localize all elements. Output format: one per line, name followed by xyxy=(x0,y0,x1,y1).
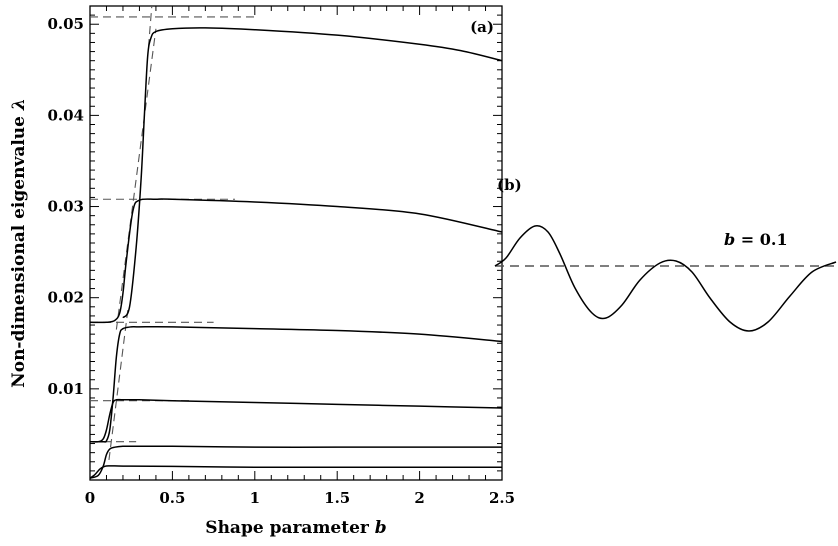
x-tick-label: 2.5 xyxy=(489,489,515,507)
eigenvalue-curve xyxy=(89,398,503,443)
x-tick-label: 2 xyxy=(414,489,424,507)
panel-label-a: (a) xyxy=(470,18,494,36)
y-tick-label: 0.03 xyxy=(47,198,84,216)
axis-ticks xyxy=(89,5,503,481)
eigenvalue-curve xyxy=(89,465,502,479)
transition-dashed-line xyxy=(108,309,129,461)
eigenvalue-curve xyxy=(89,445,502,479)
x-tick-label: 1.5 xyxy=(324,489,350,507)
x-axis-title: Shape parameter b xyxy=(205,518,386,538)
eigenvalue-curve xyxy=(89,198,503,324)
y-axis-title: Non-dimensional eigenvalue λ xyxy=(9,98,29,388)
x-tick-labels: 0 0.5 1 1.5 2 2.5 xyxy=(85,489,515,507)
panel-a: 0 0.5 1 1.5 2 2.5 0.01 0.02 0.03 0.04 0.05 (a) Sh… xyxy=(9,5,515,538)
panel-b: (b) b = 0.1 xyxy=(494,176,838,332)
y-tick-label: 0.01 xyxy=(47,380,84,398)
eigenvalue-curve xyxy=(122,27,503,319)
y-tick-labels: 0.01 0.02 0.03 0.04 0.05 xyxy=(47,15,84,398)
y-tick-label: 0.04 xyxy=(47,106,84,124)
transition-dashed-line xyxy=(115,28,157,330)
transition-dashed-line xyxy=(147,5,153,48)
series-lines xyxy=(89,27,503,479)
asymptote-lines xyxy=(90,5,255,461)
x-tick-label: 1 xyxy=(250,489,260,507)
y-tick-label: 0.05 xyxy=(47,15,84,33)
b-value-annotation: b = 0.1 xyxy=(724,230,788,249)
x-tick-label: 0.5 xyxy=(159,489,185,507)
panel-label-b: (b) xyxy=(497,176,522,194)
y-tick-label: 0.02 xyxy=(47,289,84,307)
plot-frame xyxy=(89,5,503,481)
eigenvalue-curve xyxy=(89,325,503,443)
x-tick-label: 0 xyxy=(85,489,95,507)
mode-shape-curve xyxy=(494,225,837,332)
